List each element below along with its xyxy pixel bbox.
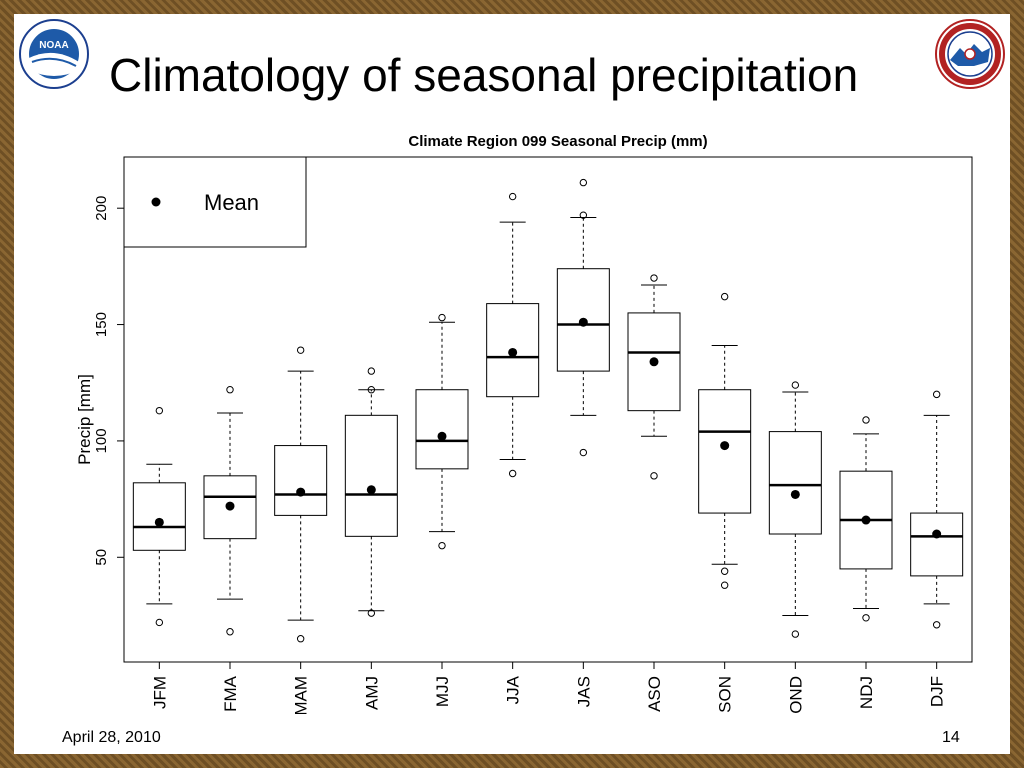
y-tick-label: 50 — [93, 549, 110, 566]
box — [910, 512, 964, 577]
x-tick-label: JAS — [574, 676, 593, 707]
mean-point — [366, 485, 376, 495]
outlier-point — [155, 406, 164, 415]
y-tick-label: 150 — [93, 312, 110, 337]
national-weather-service-logo-icon — [935, 19, 1005, 89]
x-tick-label: JFM — [150, 676, 169, 709]
outlier-point — [296, 346, 305, 354]
outlier-point — [720, 292, 729, 301]
outlier-point — [367, 386, 376, 394]
box — [698, 389, 752, 514]
outlier-point — [791, 630, 800, 638]
outlier-point — [650, 472, 658, 480]
box-plot-chart: Climate Region 099 Seasonal Precip (mm) 5… — [54, 114, 984, 714]
outlier-point — [155, 618, 164, 627]
mean-point — [437, 431, 447, 441]
outlier-point — [367, 367, 376, 375]
chart-title: Climate Region 099 Seasonal Precip (mm) — [408, 133, 707, 150]
box — [274, 445, 328, 516]
outlier-point — [862, 416, 870, 424]
x-tick-label: OND — [786, 676, 805, 714]
box — [556, 268, 610, 372]
outlier-point — [508, 192, 517, 201]
legend-mean-label: Mean — [204, 190, 259, 215]
x-tick-label: SON — [716, 676, 735, 713]
x-tick-label: DJF — [928, 676, 947, 707]
x-tick-label: MAM — [292, 676, 311, 714]
outlier-point — [367, 609, 376, 617]
slide-title: Climatology of seasonal precipitation — [109, 49, 859, 101]
box — [344, 414, 398, 537]
mean-point — [225, 501, 235, 511]
outlier-point — [932, 390, 941, 399]
outlier-point — [720, 581, 729, 589]
x-tick-label: NDJ — [857, 676, 876, 709]
y-axis-label: Precip [mm] — [75, 374, 94, 465]
box — [768, 431, 822, 535]
mean-point — [932, 529, 942, 539]
x-tick-label: FMA — [221, 675, 240, 712]
mean-point — [720, 441, 730, 451]
outlier-point — [226, 628, 234, 636]
outlier-point — [579, 448, 588, 457]
outlier-point — [720, 567, 729, 575]
outlier-point — [579, 211, 588, 219]
mean-point — [790, 489, 800, 499]
outlier-point — [791, 381, 800, 389]
mean-point — [578, 317, 588, 327]
mean-point — [649, 357, 659, 367]
x-tick-label: JJA — [504, 675, 523, 704]
x-tick-label: MJJ — [433, 676, 452, 707]
outlier-point — [296, 635, 305, 643]
outlier-point — [650, 274, 658, 282]
y-tick-label: 200 — [93, 196, 110, 221]
box — [415, 389, 469, 470]
y-tick-label: 100 — [93, 428, 110, 453]
mean-point — [508, 347, 518, 357]
mean-point — [861, 515, 871, 525]
outlier-point — [508, 469, 517, 478]
x-tick-label: AMJ — [362, 676, 381, 710]
legend-mean-marker — [151, 197, 161, 207]
x-tick-label: ASO — [645, 676, 664, 712]
page-number: 14 — [942, 729, 960, 746]
outlier-point — [438, 541, 446, 550]
noaa-logo-icon: NOAA — [19, 19, 89, 89]
outlier-point — [579, 178, 588, 187]
footer-date: April 28, 2010 — [62, 729, 161, 746]
mean-point — [154, 517, 164, 527]
box — [132, 482, 186, 551]
slide: NOAA Climatology of seasonal precipitati… — [14, 14, 1010, 754]
outlier-point — [438, 313, 446, 322]
noaa-logo-text: NOAA — [39, 40, 68, 51]
mean-point — [296, 487, 306, 497]
outlier-point — [226, 386, 234, 394]
outlier-point — [862, 614, 870, 622]
outlier-point — [932, 621, 941, 629]
